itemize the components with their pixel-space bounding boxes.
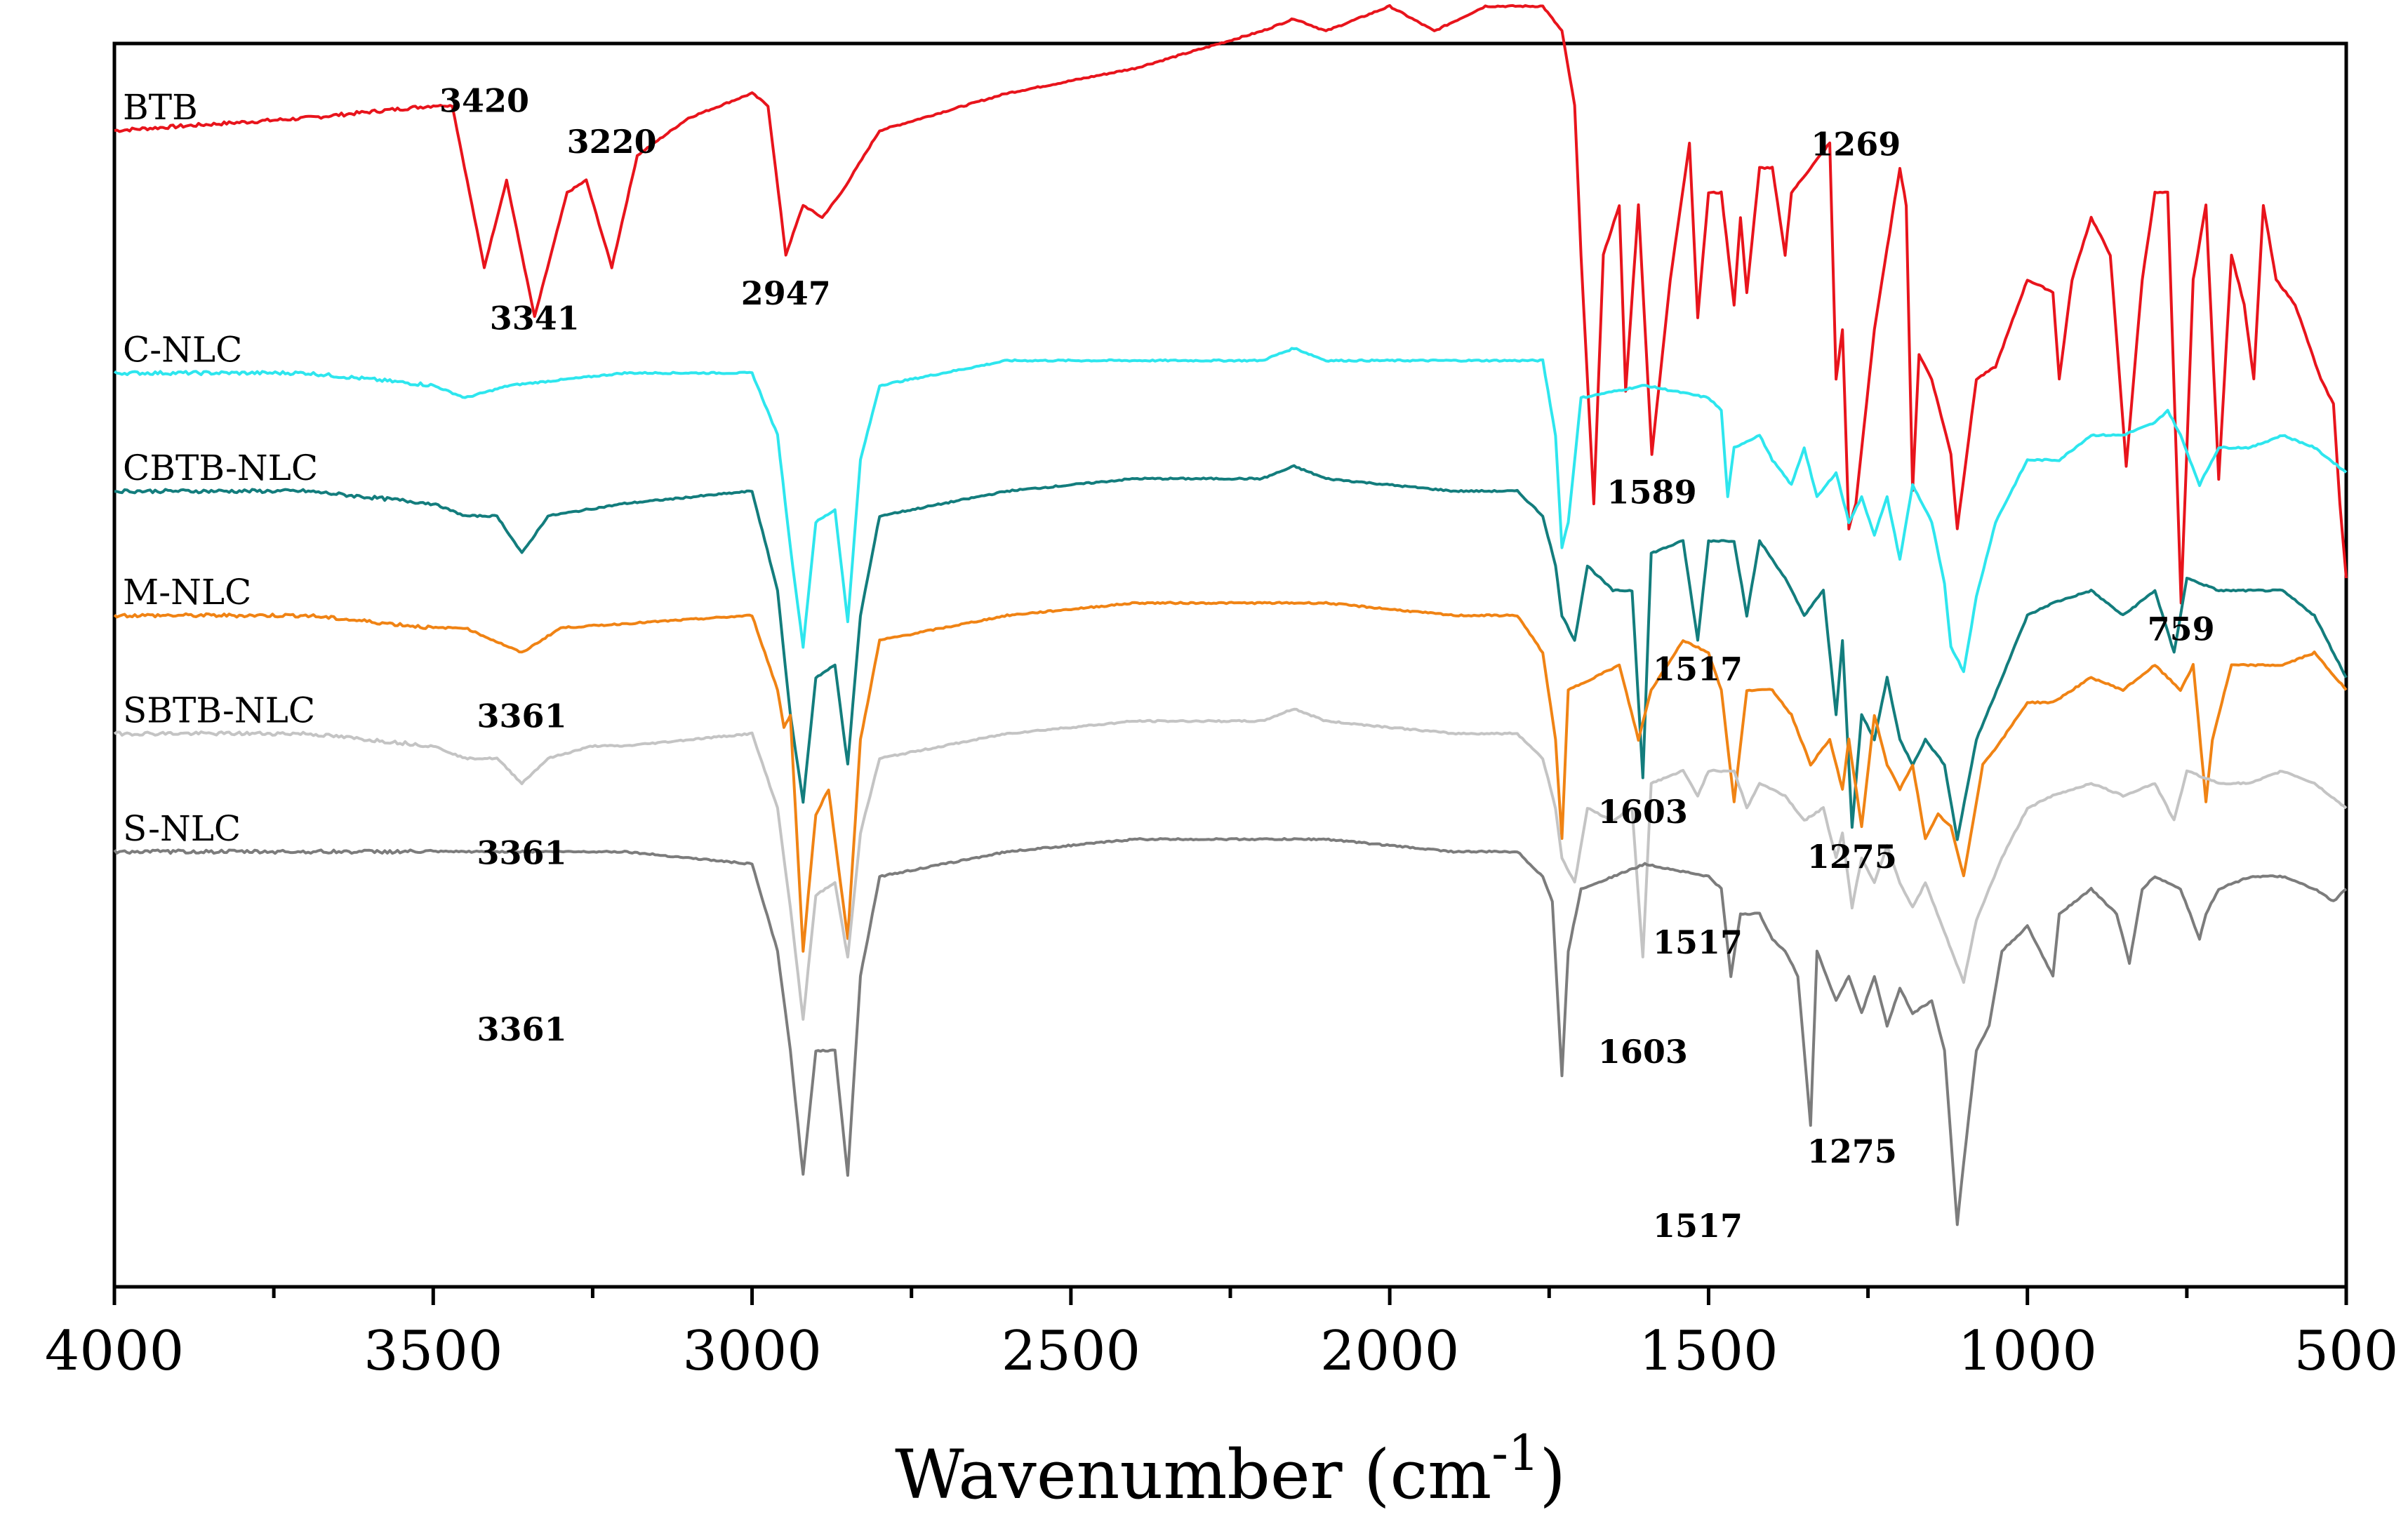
series-line-m-nlc (113, 601, 2348, 953)
series-line-sbtb-nlc (113, 707, 2348, 1021)
peak-annotation: 1603 (1598, 1033, 1688, 1071)
peak-annotation: 3220 (567, 123, 657, 161)
peak-annotation: 1275 (1807, 838, 1897, 876)
x-axis-tick-labels: 4000 3500 3000 2500 2000 1500 1000 500 (45, 1320, 2399, 1383)
series-line-btb (114, 4, 2348, 605)
x-axis-label-superscript: -1 (1491, 1424, 1539, 1482)
series-name-s-nlc: S-NLC (123, 808, 241, 849)
peak-annotation: 1589 (1607, 474, 1697, 511)
series-group (113, 4, 2348, 1226)
peak-annotation: 1517 (1653, 1207, 1743, 1245)
peak-annotation: 3361 (477, 1010, 567, 1048)
x-axis-ticks (112, 1287, 2348, 1305)
x-axis-label: Wavenumber (cm-1) (895, 1424, 1566, 1514)
x-tick-label-3500: 3500 (364, 1320, 503, 1383)
peak-annotation: 759 (2148, 610, 2215, 648)
peak-annotation: 3361 (477, 834, 567, 872)
peak-annotation: 3341 (490, 300, 580, 337)
series-line-cbtb-nlc (114, 464, 2348, 841)
x-tick-label-2500: 2500 (1002, 1320, 1141, 1383)
series-line-s-nlc (113, 837, 2348, 1226)
series-name-btb: BTB (123, 87, 198, 128)
series-name-sbtb-nlc: SBTB-NLC (123, 690, 315, 730)
peak-annotation: 3420 (439, 81, 529, 119)
peak-annotation: 1269 (1811, 125, 1901, 163)
series-labels: BTB C-NLC CBTB-NLC M-NLC SBTB-NLC S-NLC (123, 87, 318, 849)
series-name-cbtb-nlc: CBTB-NLC (123, 448, 318, 488)
peak-annotation: 1517 (1653, 923, 1743, 961)
x-tick-label-2000: 2000 (1320, 1320, 1460, 1383)
series-name-m-nlc: M-NLC (123, 572, 251, 613)
x-tick-label-4000: 4000 (45, 1320, 185, 1383)
x-tick-label-1500: 1500 (1639, 1320, 1778, 1383)
peak-annotation: 2947 (741, 274, 831, 312)
peak-annotation: 1603 (1598, 793, 1688, 831)
x-tick-label-3000: 3000 (682, 1320, 822, 1383)
peak-annotation: 1275 (1807, 1132, 1897, 1170)
series-line-c-nlc (113, 347, 2348, 674)
x-tick-label-500: 500 (2294, 1320, 2399, 1383)
x-axis-label-close-paren: ) (1539, 1436, 1565, 1514)
peak-annotation: 3361 (477, 697, 567, 735)
x-axis-label-main: Wavenumber (cm (895, 1436, 1491, 1514)
x-tick-label-1000: 1000 (1957, 1320, 2097, 1383)
series-name-c-nlc: C-NLC (123, 330, 242, 370)
plot-frame (112, 41, 2348, 1289)
peak-annotation: 1517 (1653, 650, 1743, 688)
peak-annotations: 3420 3341 3220 2947 1269 1589 759 1517 3361 1603 1… (439, 81, 2215, 1245)
